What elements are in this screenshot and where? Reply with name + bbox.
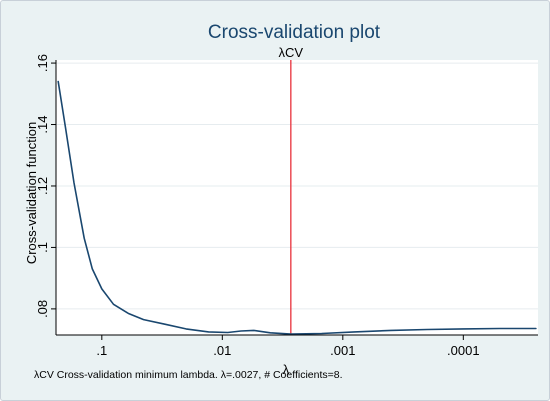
chart-title: Cross-validation plot [208, 22, 381, 43]
x-axis-label: λ [283, 362, 290, 377]
y-axis-label: Cross-validation function [24, 122, 39, 264]
lambda-cv-label: λCV [279, 45, 304, 60]
axes: .08 .1 .12 .14 .16 .1 .01 .001 .0001 [35, 54, 538, 358]
y-tick-label: .12 [35, 177, 50, 195]
series-line-0 [57, 80, 537, 335]
x-tick-label: .01 [213, 343, 231, 358]
y-tick-label: .08 [35, 300, 50, 318]
series-group [57, 80, 537, 335]
y-tick-label: .14 [35, 115, 50, 133]
x-tick-label: .1 [96, 343, 107, 358]
grid-lines [56, 62, 538, 310]
plot-area [56, 60, 538, 335]
x-tick-label: .0001 [447, 343, 480, 358]
y-tick-label: .1 [35, 242, 50, 253]
reference-line-group: λCV [279, 45, 304, 335]
x-tick-label: .001 [330, 343, 355, 358]
y-tick-label: .16 [35, 54, 50, 72]
footnote: λCV Cross-validation minimum lambda. λ=.… [34, 369, 343, 381]
